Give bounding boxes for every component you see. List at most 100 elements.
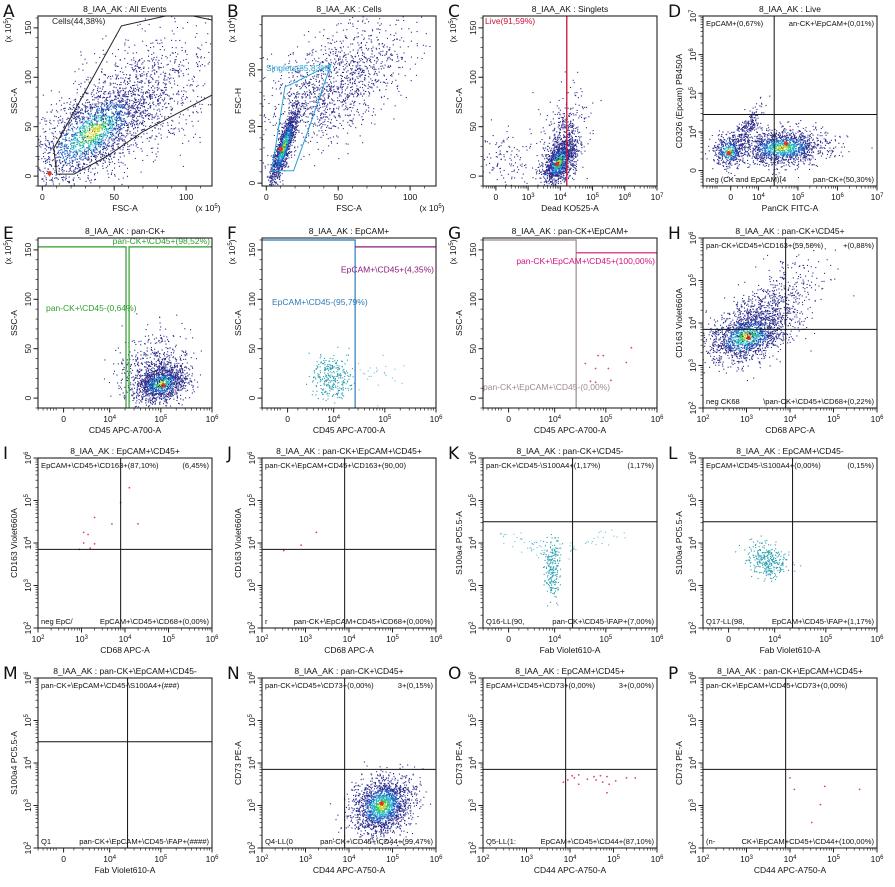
event-dot [269,183,271,185]
event-dot [279,178,281,180]
event-dot [108,119,110,121]
event-dot [80,126,82,128]
event-dot [162,122,164,124]
event-dot [137,89,139,91]
event-dot [217,70,218,71]
event-dot [335,91,337,93]
event-dot [214,52,215,53]
event-dot [103,148,105,150]
event-dot [90,182,92,184]
event-dot [67,163,69,165]
event-dot [106,109,108,111]
event-dot [369,92,371,94]
event-dot [278,138,280,140]
event-dot [97,86,99,88]
event-dot [45,145,47,147]
event-dot [87,153,89,155]
event-dot [154,73,156,75]
event-dot [62,178,64,180]
event-dot [292,104,294,106]
event-dot [335,80,337,82]
event-dot [105,98,107,100]
event-dot [81,122,83,124]
event-dot [294,154,296,156]
event-dot [81,166,83,168]
event-dot [102,126,104,128]
event-dot [150,94,152,96]
event-dot [204,83,206,85]
event-dot [102,154,104,156]
event-dot [121,140,123,142]
event-dot [366,59,368,61]
event-dot [82,129,84,131]
event-dot [184,98,186,100]
event-dot [131,126,133,128]
event-dot [133,128,135,130]
event-dot [290,136,292,138]
event-dot [373,69,375,71]
event-dot [49,159,51,161]
event-dot [135,52,137,54]
event-dot [313,88,315,90]
event-dot [100,144,102,146]
event-dot [85,140,87,142]
event-dot [130,93,132,95]
event-dot [123,107,125,109]
event-dot [76,144,78,146]
population-cloud [33,30,199,208]
event-dot [63,192,64,193]
event-dot [357,111,359,113]
event-dot [133,119,135,121]
event-dot [282,155,284,157]
event-dot [112,143,114,145]
event-dot [287,143,289,145]
event-dot [107,173,109,175]
event-dot [345,54,347,56]
event-dot [166,64,168,66]
event-dot [93,132,95,134]
event-dot [284,132,286,134]
event-dot [309,78,311,80]
event-dot [379,89,381,91]
event-dot [126,109,128,111]
event-dot [144,98,146,100]
event-dot [65,112,67,114]
event-dot [277,177,279,179]
event-dot [96,117,98,119]
event-dot [84,132,86,134]
event-dot [147,96,149,98]
event-dot [74,142,76,144]
event-dot [278,151,280,153]
event-dot [282,133,284,135]
event-dot [102,159,104,161]
event-dot [64,160,66,162]
event-dot [289,60,291,62]
event-dot [87,151,89,153]
event-dot [65,177,67,179]
event-dot [63,132,65,134]
event-dot [294,133,296,135]
event-dot [318,84,320,86]
event-dot [283,152,285,154]
event-dot [118,139,120,141]
event-dot [136,137,138,139]
gate[interactable]: Cells(44,38%) [52,13,212,175]
event-dot [33,207,34,208]
event-dot [69,168,71,170]
event-dot [108,164,110,166]
event-dot [119,156,121,158]
event-dot [371,53,373,55]
event-dot [90,105,92,107]
event-dot [154,72,156,74]
event-dot [134,44,136,46]
event-dot [40,170,42,172]
event-dot [314,165,316,167]
event-dot [292,103,294,105]
event-dot [62,171,64,173]
event-dot [122,147,124,149]
event-dot [122,134,124,136]
event-dot [49,121,51,123]
event-dot [127,111,129,113]
event-dot [92,115,94,117]
gate-polygon[interactable] [53,13,212,175]
